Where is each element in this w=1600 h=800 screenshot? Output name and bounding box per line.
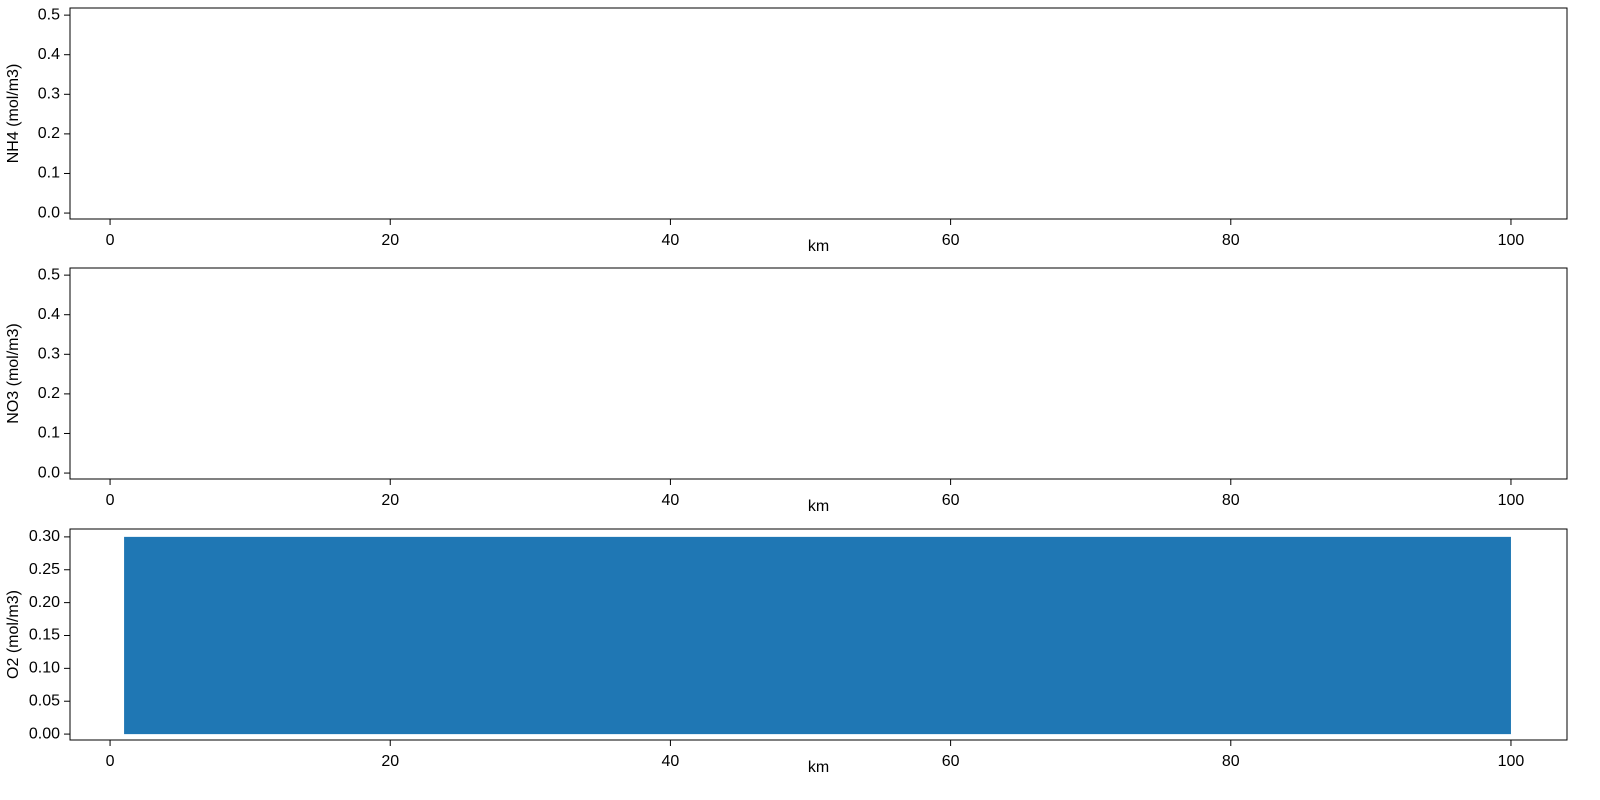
x-tick-label: 80 — [1222, 232, 1240, 249]
y-axis-label: O2 (mol/m3) — [5, 590, 22, 679]
x-tick-label: 100 — [1498, 753, 1525, 770]
y-tick-label: 0.5 — [38, 6, 60, 23]
y-axis-label: NO3 (mol/m3) — [5, 323, 22, 423]
y-tick-label: 0.3 — [38, 346, 60, 363]
x-tick-label: 60 — [942, 753, 960, 770]
y-tick-label: 0.2 — [38, 125, 60, 142]
x-axis-label: km — [808, 759, 829, 776]
area — [124, 536, 1511, 735]
plot-frame — [69, 7, 1568, 220]
plot-frame — [69, 528, 1568, 741]
x-tick-label: 100 — [1498, 492, 1525, 509]
y-tick-label: 0.30 — [29, 528, 60, 545]
y-tick-label: 0.15 — [29, 627, 60, 644]
x-tick-label: 20 — [381, 492, 399, 509]
x-tick-label: 80 — [1222, 492, 1240, 509]
x-tick-label: 60 — [942, 492, 960, 509]
y-tick-label: 0.00 — [29, 725, 60, 742]
y-tick-label: 0.0 — [38, 464, 60, 481]
x-tick-label: 40 — [662, 753, 680, 770]
y-tick-label: 0.5 — [38, 266, 60, 283]
y-tick-label: 0.1 — [38, 165, 60, 182]
x-tick-label: 0 — [106, 232, 115, 249]
x-tick-label: 100 — [1498, 232, 1525, 249]
y-tick-label: 0.4 — [38, 46, 60, 63]
x-tick-label: 80 — [1222, 753, 1240, 770]
y-tick-label: 0.3 — [38, 86, 60, 103]
y-tick-label: 0.1 — [38, 425, 60, 442]
y-tick-label: 0.05 — [29, 692, 60, 709]
x-axis-label: km — [808, 498, 829, 515]
y-tick-label: 0.10 — [29, 660, 60, 677]
x-tick-label: 20 — [381, 753, 399, 770]
x-tick-label: 60 — [942, 232, 960, 249]
x-tick-label: 40 — [662, 232, 680, 249]
plot-frame — [69, 267, 1568, 480]
x-tick-label: 40 — [662, 492, 680, 509]
y-tick-label: 0.0 — [38, 204, 60, 221]
x-tick-label: 20 — [381, 232, 399, 249]
y-axis-label: NH4 (mol/m3) — [5, 64, 22, 164]
x-tick-label: 0 — [106, 753, 115, 770]
x-axis-label: km — [808, 238, 829, 255]
y-tick-label: 0.20 — [29, 594, 60, 611]
y-tick-label: 0.2 — [38, 385, 60, 402]
y-tick-label: 0.4 — [38, 306, 60, 323]
x-tick-label: 0 — [106, 492, 115, 509]
y-tick-label: 0.25 — [29, 561, 60, 578]
